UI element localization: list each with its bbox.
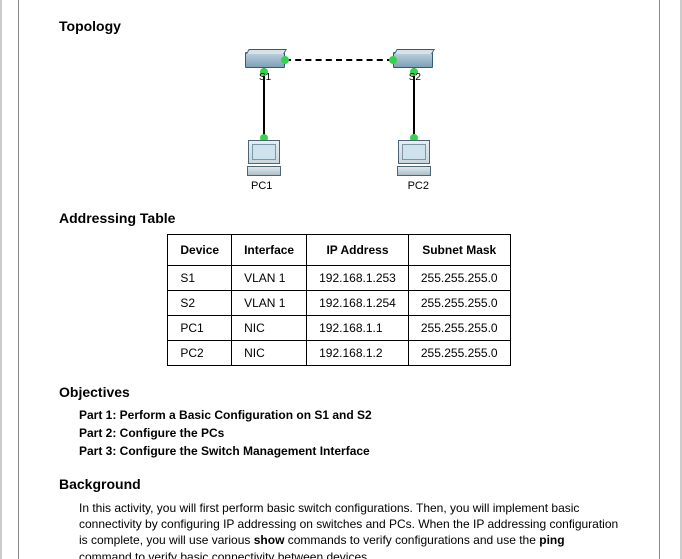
document-content: Topology S1 S2 PC1 PC2 bbox=[18, 0, 660, 559]
col-ip: IP Address bbox=[307, 235, 409, 266]
cell-ip: 192.168.1.253 bbox=[307, 266, 409, 291]
cell-device: PC2 bbox=[168, 341, 232, 366]
switch-s2-icon bbox=[393, 52, 433, 68]
page-outer: Topology S1 S2 PC1 PC2 bbox=[0, 0, 682, 559]
cell-ip: 192.168.1.254 bbox=[307, 291, 409, 316]
bg-text-part: commands to verify configurations and us… bbox=[284, 533, 539, 547]
cell-interface: NIC bbox=[232, 316, 307, 341]
table-row: S2 VLAN 1 192.168.1.254 255.255.255.0 bbox=[168, 291, 510, 316]
table-row: PC2 NIC 192.168.1.2 255.255.255.0 bbox=[168, 341, 510, 366]
table-header-row: Device Interface IP Address Subnet Mask bbox=[168, 235, 510, 266]
addressing-table: Device Interface IP Address Subnet Mask … bbox=[167, 234, 510, 366]
cell-device: S2 bbox=[168, 291, 232, 316]
label-s2: S2 bbox=[409, 72, 421, 83]
heading-background: Background bbox=[59, 476, 619, 492]
label-pc1: PC1 bbox=[251, 180, 272, 192]
cell-ip: 192.168.1.2 bbox=[307, 341, 409, 366]
topology-diagram: S1 S2 PC1 PC2 bbox=[239, 42, 439, 192]
cell-mask: 255.255.255.0 bbox=[408, 316, 510, 341]
link-dot-icon bbox=[281, 56, 289, 64]
table-row: PC1 NIC 192.168.1.1 255.255.255.0 bbox=[168, 316, 510, 341]
cell-ip: 192.168.1.1 bbox=[307, 316, 409, 341]
pc2-icon bbox=[394, 140, 434, 176]
objectives-list: Part 1: Perform a Basic Configuration on… bbox=[79, 408, 619, 458]
heading-addressing: Addressing Table bbox=[59, 210, 619, 226]
cell-mask: 255.255.255.0 bbox=[408, 266, 510, 291]
label-pc2: PC2 bbox=[408, 180, 429, 192]
cpu-icon bbox=[247, 166, 281, 176]
link-dot-icon bbox=[389, 56, 397, 64]
cell-device: S1 bbox=[168, 266, 232, 291]
cpu-icon bbox=[397, 166, 431, 176]
link-s1-s2 bbox=[285, 59, 393, 61]
cell-mask: 255.255.255.0 bbox=[408, 291, 510, 316]
cell-device: PC1 bbox=[168, 316, 232, 341]
label-s1: S1 bbox=[259, 72, 271, 83]
monitor-icon bbox=[398, 140, 430, 164]
heading-topology: Topology bbox=[59, 18, 619, 34]
objective-item: Part 3: Configure the Switch Management … bbox=[79, 444, 619, 458]
heading-objectives: Objectives bbox=[59, 384, 619, 400]
col-interface: Interface bbox=[232, 235, 307, 266]
monitor-icon bbox=[248, 140, 280, 164]
switch-s1-icon bbox=[245, 52, 285, 68]
pc1-icon bbox=[244, 140, 284, 176]
cell-interface: VLAN 1 bbox=[232, 291, 307, 316]
table-row: S1 VLAN 1 192.168.1.253 255.255.255.0 bbox=[168, 266, 510, 291]
cell-interface: NIC bbox=[232, 341, 307, 366]
objective-item: Part 2: Configure the PCs bbox=[79, 426, 619, 440]
bg-bold-show: show bbox=[254, 533, 285, 547]
cell-mask: 255.255.255.0 bbox=[408, 341, 510, 366]
bg-bold-ping: ping bbox=[539, 533, 564, 547]
col-device: Device bbox=[168, 235, 232, 266]
cell-interface: VLAN 1 bbox=[232, 266, 307, 291]
objective-item: Part 1: Perform a Basic Configuration on… bbox=[79, 408, 619, 422]
background-paragraph: In this activity, you will first perform… bbox=[79, 500, 619, 559]
bg-text-part: command to verify basic connectivity bet… bbox=[79, 550, 370, 559]
col-mask: Subnet Mask bbox=[408, 235, 510, 266]
